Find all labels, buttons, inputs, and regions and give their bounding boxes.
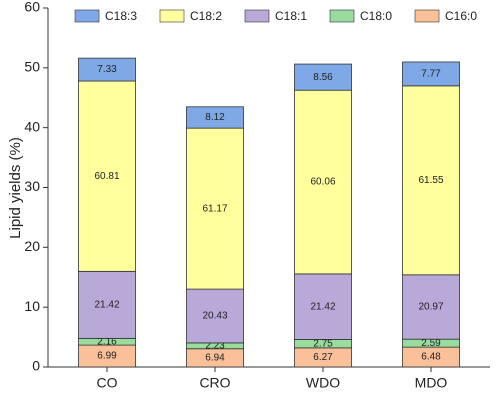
x-tick-label: CO	[97, 375, 118, 391]
segment-label: 21.42	[94, 299, 119, 310]
segment-label: 60.81	[94, 171, 119, 182]
segment-label: 20.43	[202, 311, 227, 322]
legend-swatch	[329, 9, 355, 23]
segment-label: 2.59	[421, 338, 441, 349]
segment-label: 6.48	[421, 352, 441, 363]
legend-label: C18:1	[275, 9, 307, 23]
bar-segment	[78, 80, 136, 272]
bar-segment	[294, 63, 352, 91]
segment-label: 2.75	[313, 338, 333, 349]
segment-label: 6.94	[205, 353, 225, 364]
segment-label: 2.16	[97, 336, 117, 347]
legend-label: C18:0	[360, 9, 392, 23]
segment-label: 2.23	[205, 340, 225, 351]
y-axis-label: Lipid yields (%)	[7, 137, 24, 239]
segment-label: 61.17	[202, 203, 227, 214]
bar-segment	[294, 89, 352, 275]
segment-label: 6.27	[313, 352, 333, 363]
segment-label: 7.77	[421, 69, 441, 80]
bar-segment	[402, 85, 460, 276]
segment-label: 60.06	[310, 177, 335, 188]
bar-segment	[78, 270, 136, 339]
bar-segment	[78, 57, 136, 82]
legend-swatch	[74, 9, 100, 23]
bar-segment	[294, 273, 352, 340]
x-tick-label: WDO	[306, 375, 340, 391]
bar-segment	[186, 127, 244, 290]
legend-label: C18:2	[190, 9, 222, 23]
segment-label: 7.33	[97, 64, 117, 75]
legend-swatch	[414, 9, 440, 23]
y-tick-label: 10	[24, 298, 40, 314]
segment-label: 6.99	[97, 351, 117, 362]
y-tick-label: 60	[24, 0, 40, 15]
segment-label: 21.42	[310, 301, 335, 312]
segment-label: 8.12	[205, 112, 225, 123]
segment-label: 20.97	[418, 302, 443, 313]
segment-label: 8.56	[313, 72, 333, 83]
legend-label: C18:3	[105, 9, 137, 23]
x-tick-label: MDO	[415, 375, 448, 391]
legend-swatch	[244, 9, 270, 23]
y-tick-label: 20	[24, 238, 40, 254]
y-tick-label: 30	[24, 178, 40, 194]
legend-label: C16:0	[445, 9, 477, 23]
y-tick-label: 0	[32, 358, 40, 374]
segment-label: 61.55	[418, 175, 443, 186]
bar-segment	[186, 106, 244, 129]
bar-segment	[402, 61, 460, 87]
x-tick-label: CRO	[199, 375, 230, 391]
y-tick-label: 50	[24, 59, 40, 75]
bar-segment	[402, 274, 460, 340]
y-tick-label: 40	[24, 118, 40, 134]
legend-swatch	[159, 9, 185, 23]
